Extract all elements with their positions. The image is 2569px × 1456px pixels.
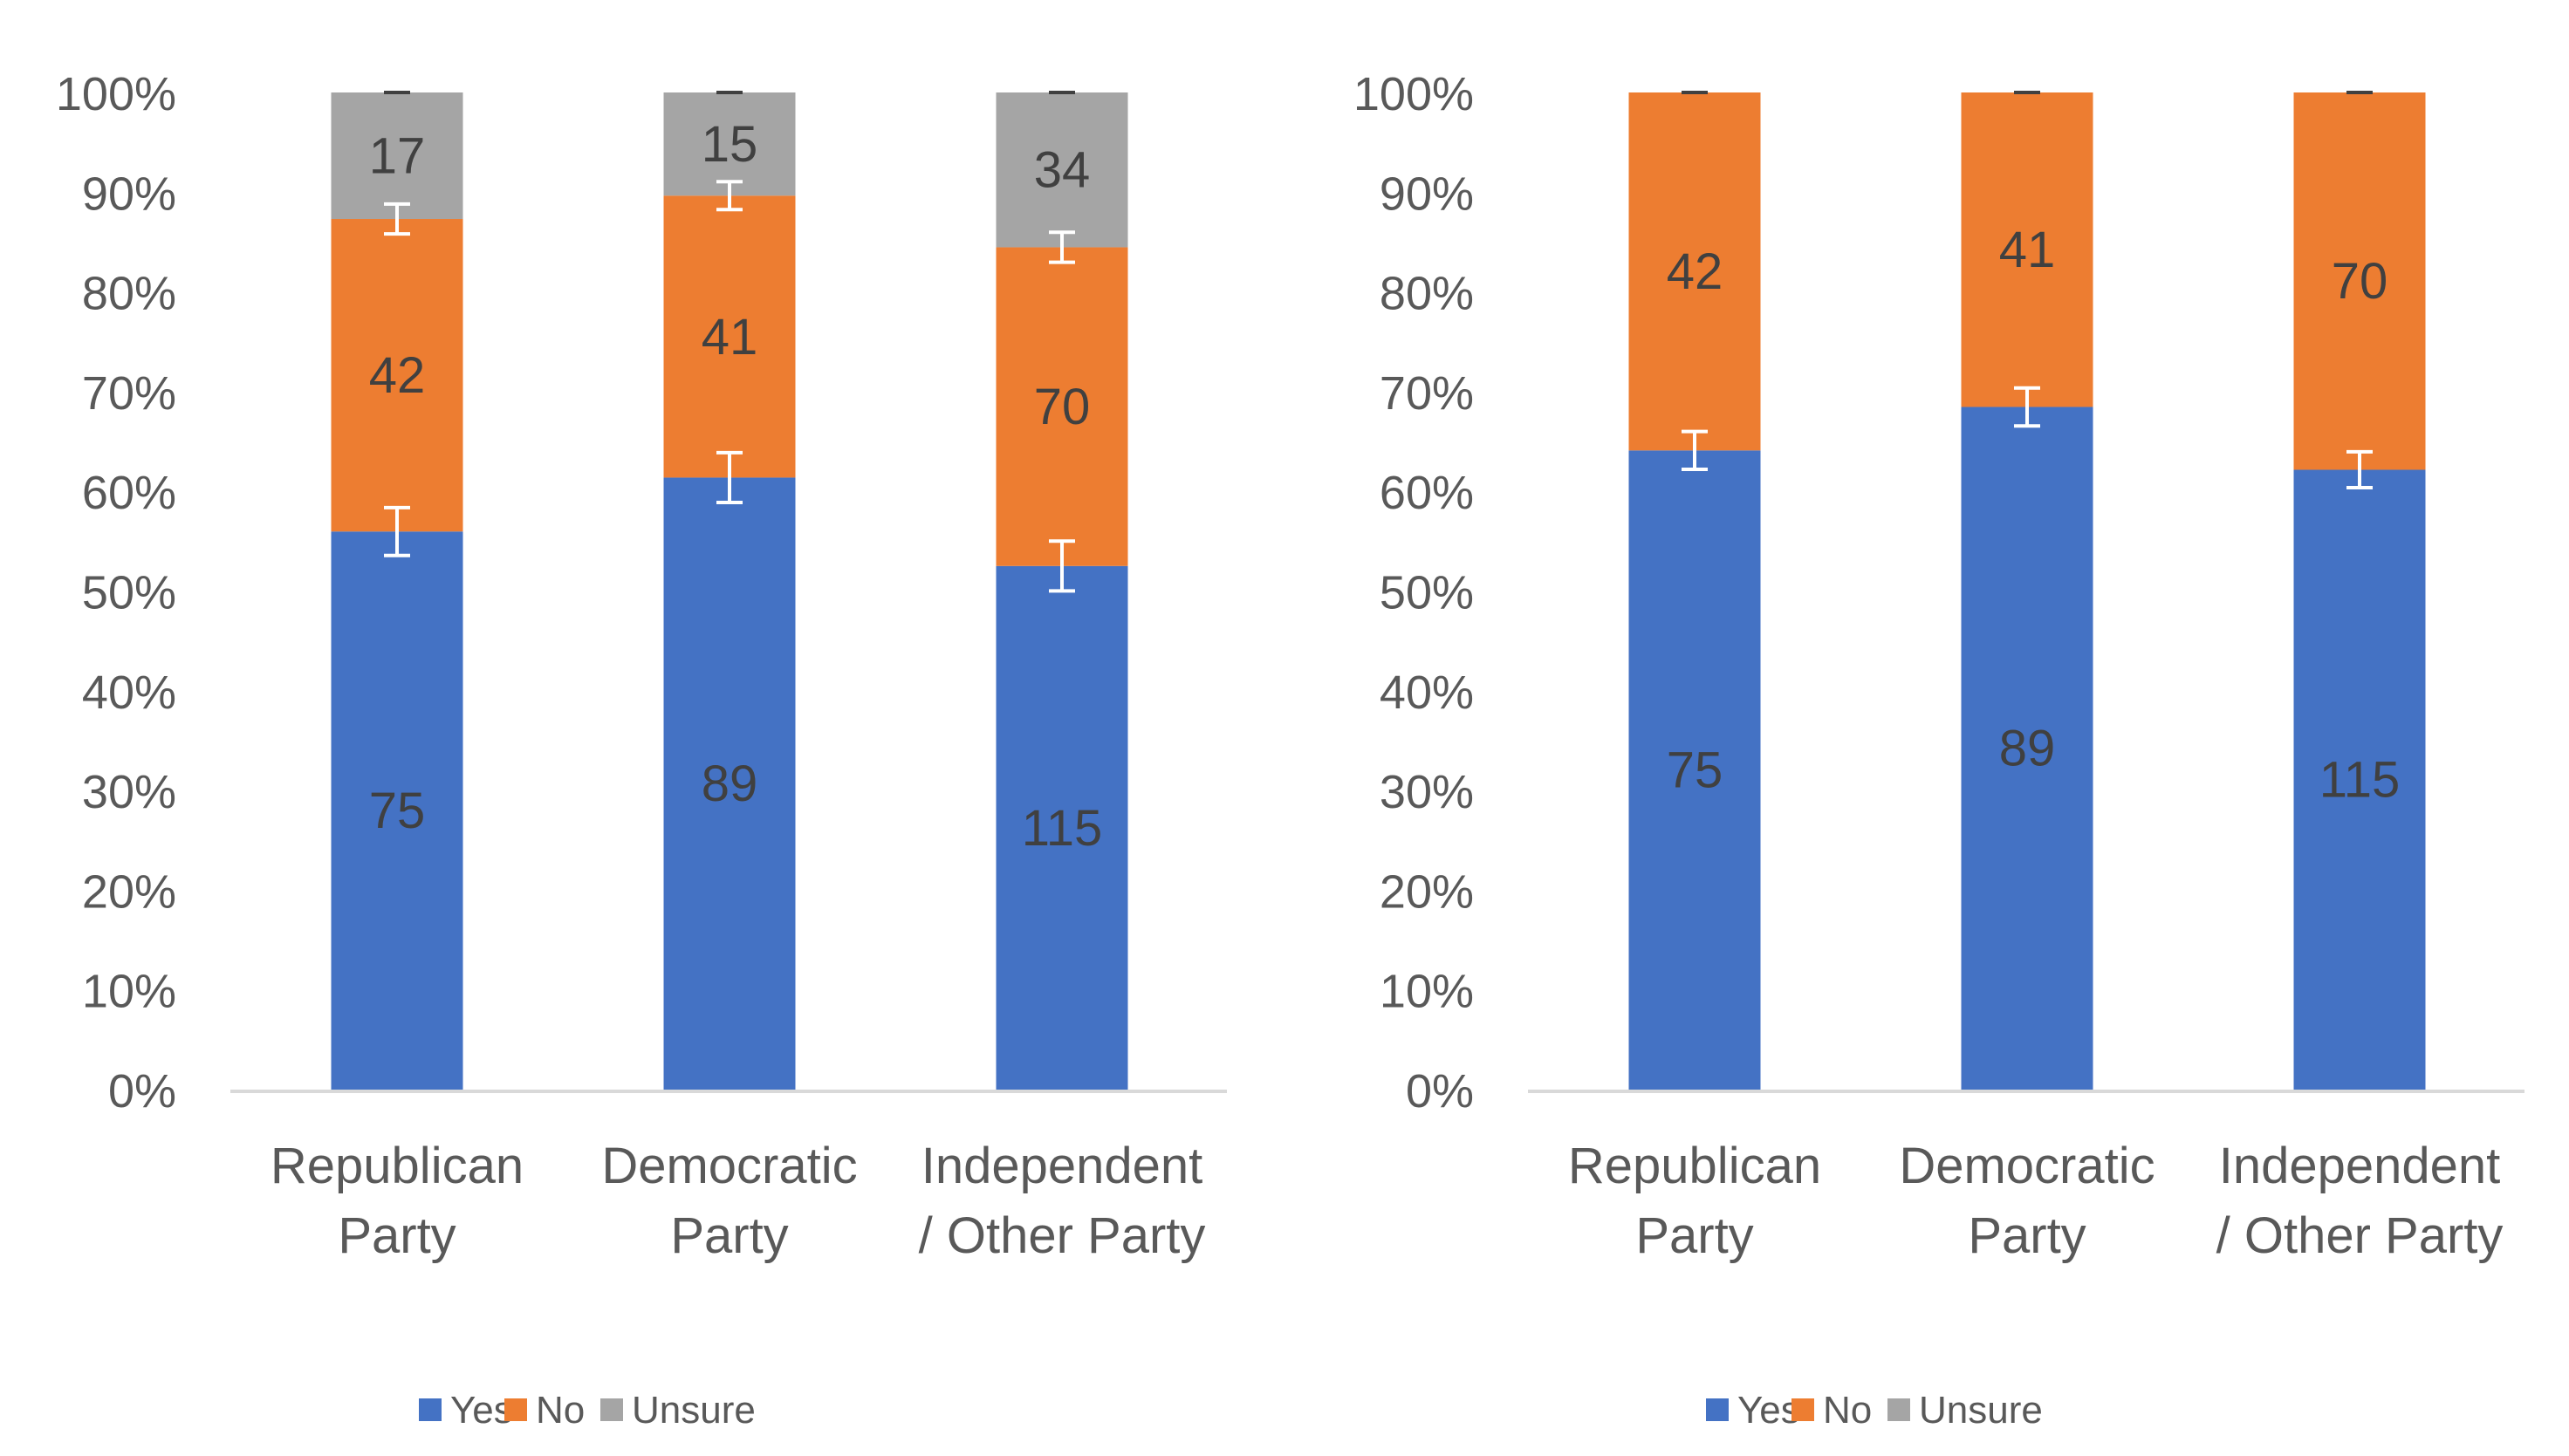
legend-item-yes: Yes — [419, 1389, 513, 1432]
data-label: 34 — [1034, 142, 1091, 199]
error-bar — [2346, 449, 2373, 490]
data-label: 89 — [1999, 721, 2056, 777]
error-bar — [384, 202, 410, 236]
legend: Yes No Unsure — [1706, 1389, 2043, 1432]
data-label: 42 — [369, 347, 426, 404]
y-tick-label: 40% — [82, 666, 176, 719]
error-bar — [1682, 429, 1708, 472]
legend-swatch — [1706, 1398, 1729, 1421]
legend-swatch — [504, 1398, 527, 1421]
bar-no — [996, 247, 1128, 566]
y-tick-label: 10% — [82, 966, 176, 1018]
y-tick-label: 0% — [1406, 1065, 1474, 1118]
legend-swatch — [419, 1398, 442, 1421]
bar-yes — [2293, 469, 2426, 1090]
bar-yes — [663, 477, 796, 1090]
legend-label: Unsure — [1919, 1389, 2043, 1432]
y-tick-label: 90% — [82, 167, 176, 220]
legend-label: No — [536, 1389, 585, 1432]
error-bar — [2014, 386, 2040, 428]
bar-unsure — [663, 92, 796, 196]
data-label: 41 — [1999, 222, 2056, 278]
bar-no — [331, 219, 463, 532]
y-tick-label: 100% — [1353, 68, 1474, 120]
y-tick-label: 50% — [1380, 567, 1474, 619]
legend-swatch — [1791, 1398, 1814, 1421]
y-tick-label: 0% — [108, 1065, 176, 1118]
bar-unsure — [996, 92, 1128, 248]
error-bar — [1049, 230, 1075, 264]
legend-label: Unsure — [632, 1389, 756, 1432]
y-tick-label: 80% — [1380, 268, 1474, 320]
legend-item-yes: Yes — [1706, 1389, 1800, 1432]
bar-unsure — [331, 92, 463, 220]
y-tick-label: 100% — [56, 68, 176, 120]
legend-swatch — [600, 1398, 623, 1421]
bar-no — [2293, 92, 2426, 470]
data-label: 41 — [702, 309, 758, 366]
chart-2: 0% 10% 20% 30% 40% 50% 60% 70% 80% 90% 100% 75 42 Rep… — [1353, 68, 2524, 1432]
data-label: 70 — [1034, 379, 1091, 435]
error-bar — [384, 505, 410, 557]
x-category-label: Independent / Other Party — [2216, 1138, 2504, 1264]
x-category-label: Independent / Other Party — [919, 1138, 1206, 1264]
legend-label: No — [1823, 1389, 1872, 1432]
bar-no — [1628, 92, 1761, 451]
x-category-label: Republican Party — [1568, 1138, 1821, 1264]
x-category-label: Democratic Party — [601, 1138, 857, 1264]
bar-no — [1961, 92, 2093, 407]
data-label: 15 — [702, 116, 758, 173]
y-tick-label: 60% — [1380, 467, 1474, 519]
x-category-label: Republican Party — [271, 1138, 524, 1264]
bar-yes — [331, 531, 463, 1090]
y-tick-label: 30% — [1380, 766, 1474, 818]
legend-item-unsure: Unsure — [600, 1389, 756, 1432]
error-bar — [716, 450, 743, 505]
data-label: 70 — [2332, 253, 2388, 310]
y-tick-label: 40% — [1380, 666, 1474, 719]
error-bar — [716, 180, 743, 212]
y-tick-label: 70% — [82, 367, 176, 420]
error-bar — [1049, 539, 1075, 593]
y-tick-label: 60% — [82, 467, 176, 519]
data-label: 75 — [1667, 742, 1723, 799]
y-tick-label: 70% — [1380, 367, 1474, 420]
chart-1: 0% 10% 20% 30% 40% 50% 60% 70% 80% 90% 100% 75 42 17 R… — [56, 68, 1227, 1432]
legend-item-no: No — [504, 1389, 585, 1432]
bar-yes — [1628, 450, 1761, 1090]
y-tick-label: 50% — [82, 567, 176, 619]
bar-yes — [996, 565, 1128, 1090]
legend-swatch — [1887, 1398, 1910, 1421]
data-label: 75 — [369, 783, 426, 839]
y-tick-label: 20% — [82, 865, 176, 918]
data-label: 115 — [2319, 752, 2400, 809]
data-label: 89 — [702, 755, 758, 812]
y-tick-label: 80% — [82, 268, 176, 320]
legend-item-unsure: Unsure — [1887, 1389, 2043, 1432]
y-tick-label: 30% — [82, 766, 176, 818]
data-label: 42 — [1667, 243, 1723, 300]
y-tick-label: 20% — [1380, 865, 1474, 918]
data-label: 115 — [1022, 800, 1102, 857]
legend: Yes No Unsure — [419, 1389, 756, 1432]
legend-item-no: No — [1791, 1389, 1872, 1432]
y-tick-label: 90% — [1380, 167, 1474, 220]
bar-yes — [1961, 407, 2093, 1090]
y-tick-label: 10% — [1380, 966, 1474, 1018]
legend-label: Yes — [1737, 1389, 1800, 1432]
bar-no — [663, 195, 796, 478]
data-label: 17 — [369, 128, 426, 185]
legend-label: Yes — [450, 1389, 513, 1432]
x-category-label: Democratic Party — [1899, 1138, 2155, 1264]
